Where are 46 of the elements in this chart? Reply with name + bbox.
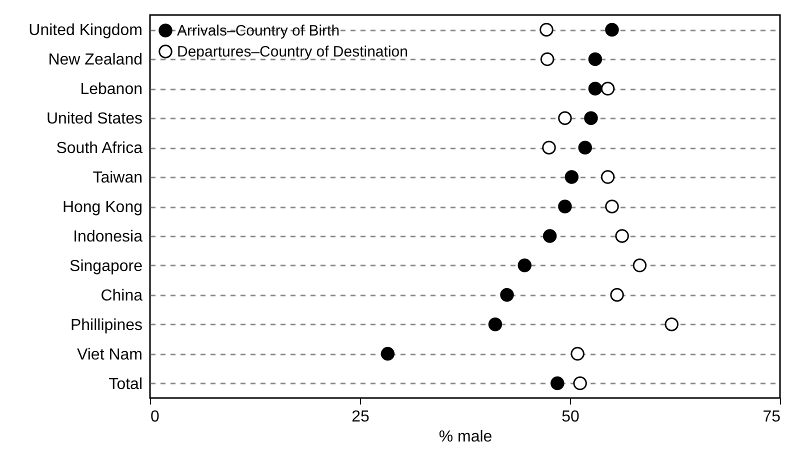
point — [578, 140, 592, 154]
point — [605, 22, 619, 37]
point — [558, 111, 572, 125]
x-tick-label: 75 — [762, 408, 781, 426]
y-tick-label: Phillipines — [70, 316, 142, 334]
point — [615, 229, 629, 243]
y-tick-label: Hong Kong — [62, 199, 142, 216]
y-tick-label: New Zealand — [48, 52, 142, 69]
point — [664, 317, 679, 332]
point — [564, 170, 579, 184]
point — [550, 376, 564, 390]
point — [588, 82, 602, 96]
point — [610, 288, 624, 302]
point — [600, 170, 615, 184]
point — [632, 258, 647, 272]
y-tick-label: South Africa — [56, 140, 143, 158]
x-axis-title: % male — [438, 428, 492, 446]
y-tick-label: Viet Nam — [76, 346, 142, 364]
point — [542, 140, 556, 154]
legend-label: Departures–Country of Destination — [177, 44, 408, 60]
point — [600, 82, 615, 96]
point — [573, 376, 587, 390]
point — [540, 52, 554, 66]
point — [488, 317, 502, 332]
y-tick-label: United States — [46, 110, 142, 128]
point — [605, 200, 619, 214]
y-tick-label: Singapore — [70, 258, 143, 275]
y-tick-label: China — [100, 287, 143, 304]
point — [518, 258, 532, 272]
point — [542, 229, 557, 243]
point — [380, 346, 395, 361]
y-tick-label: Lebanon — [80, 81, 142, 98]
y-tick-label: Taiwan — [92, 170, 142, 187]
point — [540, 22, 554, 37]
y-tick-label: Total — [108, 376, 142, 393]
point — [570, 346, 584, 361]
point — [584, 111, 598, 125]
y-tick-label: Indonesia — [73, 228, 143, 246]
x-tick-label: 25 — [352, 408, 370, 426]
point — [500, 288, 514, 302]
legend-label: Arrivals–Country of Birth — [177, 22, 340, 40]
x-tick-label: 50 — [562, 408, 580, 426]
y-tick-label: United Kingdom — [28, 22, 142, 40]
point — [588, 52, 602, 66]
x-tick-label: 0 — [150, 408, 160, 426]
point — [558, 200, 572, 214]
